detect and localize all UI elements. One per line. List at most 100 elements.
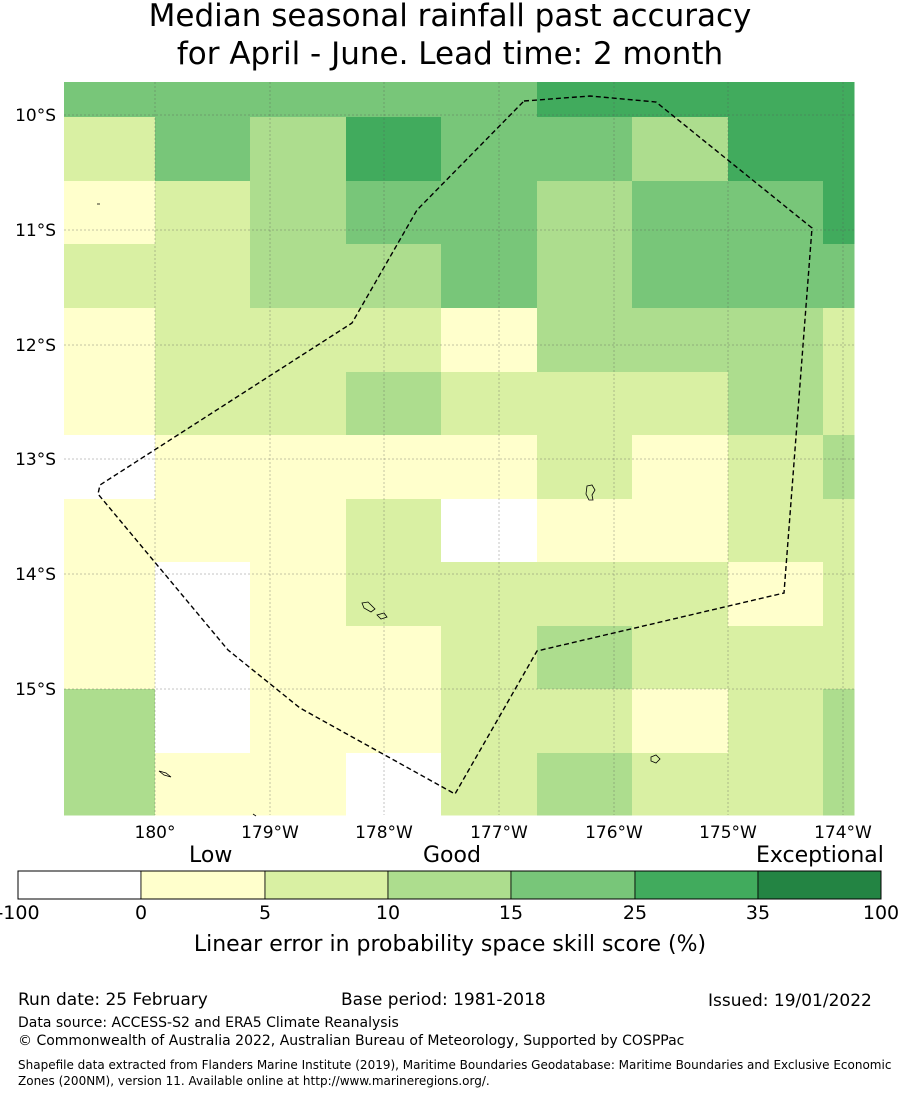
heatmap-cell xyxy=(250,626,347,690)
heatmap-cell xyxy=(441,562,538,627)
colorbar-segment xyxy=(140,870,266,900)
colorbar-category-good: Good xyxy=(423,843,481,868)
issued-date: Issued: 19/01/2022 xyxy=(708,991,872,1011)
heatmap-cell xyxy=(155,82,251,118)
colorbar-tick: 100 xyxy=(862,902,900,924)
island-outline xyxy=(585,484,596,501)
heatmap-cell xyxy=(250,82,347,118)
heatmap-cell xyxy=(155,308,251,373)
heatmap-cell xyxy=(537,435,633,500)
heatmap-cell xyxy=(537,626,633,690)
heatmap-cell xyxy=(346,82,442,118)
heatmap-cell xyxy=(441,82,538,118)
heatmap-cell xyxy=(632,562,729,627)
colorbar-tick: 35 xyxy=(745,902,771,924)
heatmap-cell xyxy=(64,753,156,816)
heatmap-cell xyxy=(155,626,251,690)
colorbar-tick: 0 xyxy=(134,902,148,924)
y-tick-label: 12°S xyxy=(15,336,56,356)
heatmap-cell xyxy=(823,753,855,816)
heatmap-cell xyxy=(155,117,251,182)
heatmap-cell xyxy=(64,181,156,245)
heatmap-cell xyxy=(155,244,251,309)
heatmap-cell xyxy=(346,626,442,690)
heatmap-cell xyxy=(632,626,729,690)
heatmap-cell xyxy=(346,753,442,816)
heatmap-cell xyxy=(728,372,824,436)
heatmap-cell xyxy=(64,626,156,690)
colorbar-tick: 25 xyxy=(622,902,648,924)
heatmap-cell xyxy=(64,499,156,563)
y-tick-label: 15°S xyxy=(15,680,56,700)
colorbar xyxy=(17,870,882,900)
colorbar-tick: -100 xyxy=(0,902,40,924)
heatmap-cell xyxy=(823,181,855,245)
colorbar-label: Linear error in probability space skill … xyxy=(193,932,707,957)
heatmap-cell xyxy=(441,499,538,563)
heatmap-cell xyxy=(346,372,442,436)
heatmap-cell xyxy=(64,435,156,500)
heatmap-cell xyxy=(441,753,538,816)
y-tick-label: 10°S xyxy=(15,106,56,126)
eez-boundary xyxy=(97,95,813,795)
heatmap-cell xyxy=(728,117,824,182)
colorbar-outline xyxy=(17,870,882,900)
copyright: © Commonwealth of Australia 2022, Austra… xyxy=(18,1033,685,1049)
island-outline xyxy=(376,612,388,620)
heatmap-cell xyxy=(250,181,347,245)
heatmap-cell xyxy=(823,562,855,627)
colorbar-tick: 15 xyxy=(498,902,524,924)
x-tick-label: 176°W xyxy=(585,823,643,843)
heatmap-cell xyxy=(537,244,633,309)
heatmap-cell xyxy=(632,499,729,563)
heatmap-cell xyxy=(728,689,824,754)
run-date: Run date: 25 February xyxy=(18,990,208,1010)
heatmap-cell xyxy=(64,372,156,436)
heatmap-cell xyxy=(155,181,251,245)
heatmap-cell xyxy=(441,626,538,690)
heatmap-cell xyxy=(250,689,347,754)
colorbar-category-exceptional: Exceptional xyxy=(756,843,884,868)
x-tick-label: 174°W xyxy=(814,823,872,843)
colorbar-segment xyxy=(510,870,636,900)
x-axis-ticks: 180° 179°W 178°W 177°W 176°W 175°W 174°W xyxy=(135,823,873,843)
heatmap-cell xyxy=(632,82,729,118)
y-tick-label: 13°S xyxy=(15,450,56,470)
island-outline xyxy=(252,813,257,817)
heatmap-cell xyxy=(728,499,824,563)
heatmap-cell xyxy=(346,181,442,245)
heatmap-cell xyxy=(632,689,729,754)
x-tick-label: 177°W xyxy=(470,823,528,843)
heatmap-cell xyxy=(64,82,156,118)
heatmap-cell xyxy=(250,308,347,373)
heatmap-cell xyxy=(250,562,347,627)
heatmap-cell xyxy=(537,562,633,627)
heatmap-cell xyxy=(632,308,729,373)
heatmap-cell xyxy=(346,499,442,563)
heatmap-cell xyxy=(250,435,347,500)
y-axis-ticks: 10°S 11°S 12°S 13°S 14°S 15°S xyxy=(15,106,56,700)
coastlines xyxy=(97,203,661,817)
heatmap-cell xyxy=(823,372,855,436)
heatmap-cell xyxy=(728,753,824,816)
heatmap-cell xyxy=(64,117,156,182)
chart-title-line-2: for April - June. Lead time: 2 month xyxy=(176,36,724,72)
heatmap-cell xyxy=(632,181,729,245)
heatmap-cell xyxy=(537,181,633,245)
heatmap-cell xyxy=(346,562,442,627)
heatmap-cell xyxy=(537,689,633,754)
heatmap-cell xyxy=(346,117,442,182)
y-tick-label: 11°S xyxy=(15,221,56,241)
heatmap-cell xyxy=(346,244,442,309)
heatmap-cell xyxy=(632,372,729,436)
heatmap-cell xyxy=(155,753,251,816)
island-outline xyxy=(158,770,172,778)
heatmap-cell xyxy=(728,626,824,690)
heatmap-cell xyxy=(728,435,824,500)
heatmap-cell xyxy=(441,689,538,754)
island-outline xyxy=(650,754,661,764)
heatmap-cell xyxy=(537,372,633,436)
colorbar-category-low: Low xyxy=(189,843,233,868)
heatmap-cell xyxy=(441,117,538,182)
